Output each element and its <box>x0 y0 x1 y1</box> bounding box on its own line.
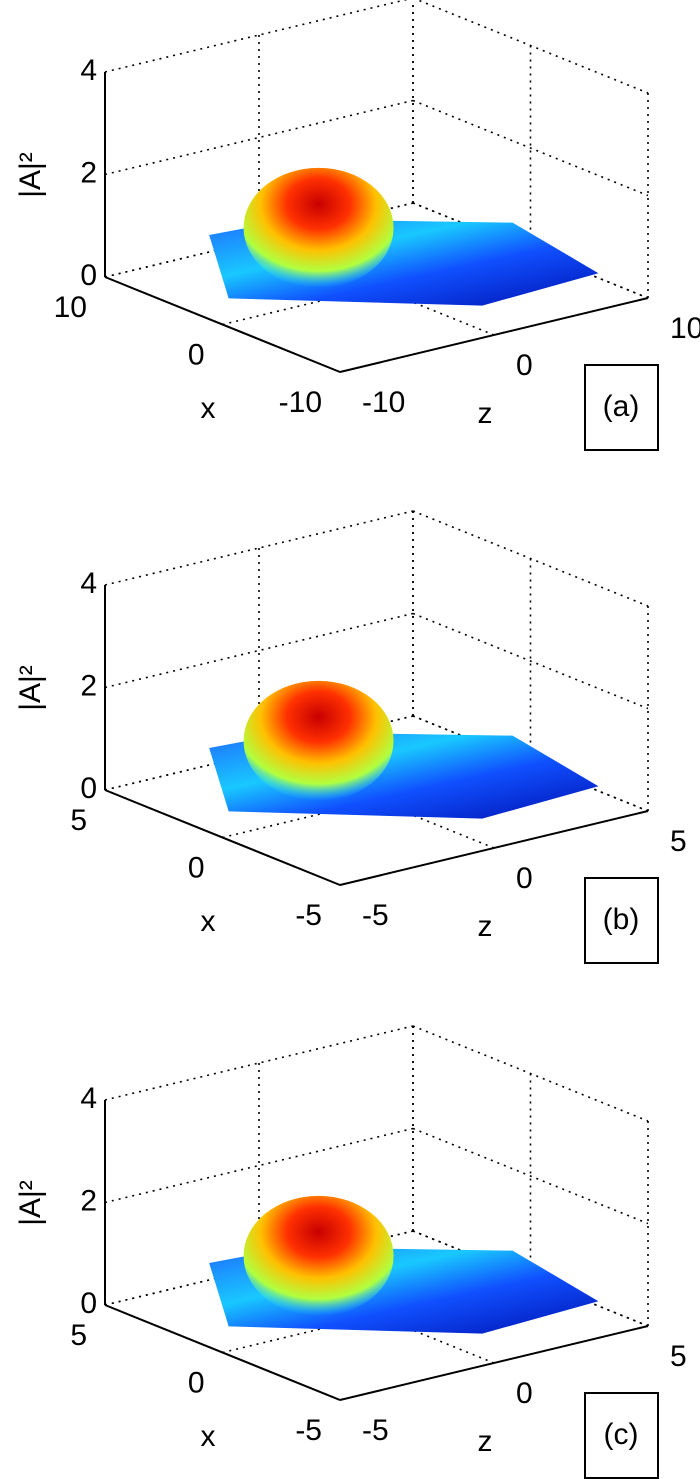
panel-label-box <box>584 877 659 964</box>
panel-label: (c) <box>604 1418 639 1451</box>
surface-peak <box>243 167 394 288</box>
x-axis <box>104 276 341 373</box>
z-axis-label: |A|² <box>14 1180 47 1226</box>
z-tick-label: 0 <box>80 772 97 805</box>
surface-peak <box>243 680 394 801</box>
y-axis-label: z <box>478 1425 493 1458</box>
grid-line <box>104 99 414 176</box>
x-axis <box>104 789 341 886</box>
x-axis-label: x <box>201 905 216 938</box>
panel-label: (a) <box>603 390 640 423</box>
z-tick-label: 4 <box>80 567 97 600</box>
z-tick-label: 0 <box>80 1287 97 1320</box>
grid-line <box>104 612 414 689</box>
grid-line <box>412 612 649 710</box>
grid-line <box>412 1025 649 1122</box>
x-tick-label: -10 <box>279 386 322 419</box>
y-tick-label: 10 <box>670 312 700 345</box>
x-tick-label: 0 <box>188 338 205 371</box>
y-tick-label: 0 <box>516 862 533 895</box>
z-tick-label: 0 <box>80 259 97 292</box>
y-axis <box>339 297 649 373</box>
grid-line <box>412 1127 649 1225</box>
surface-peak <box>243 1195 394 1316</box>
grid-line <box>412 510 649 607</box>
y-axis-label: z <box>478 397 493 430</box>
z-tick-label: 2 <box>80 669 97 702</box>
grid-line <box>104 1127 414 1204</box>
y-tick-label: -5 <box>362 899 389 932</box>
y-tick-label: 5 <box>670 825 687 858</box>
grid-line <box>415 0 649 94</box>
y-tick-label: 5 <box>670 1340 687 1373</box>
z-axis-label: |A|² <box>14 152 47 198</box>
x-axis-label: x <box>201 1420 216 1453</box>
panel-label-box <box>584 1392 659 1479</box>
x-tick-label: -5 <box>295 899 322 932</box>
z-tick-label: 4 <box>80 54 97 87</box>
z-tick-label: 4 <box>80 1082 97 1115</box>
x-tick-label: 10 <box>54 291 87 324</box>
grid-line <box>412 99 649 197</box>
y-tick-label: 0 <box>516 1377 533 1410</box>
y-tick-label: -10 <box>362 386 405 419</box>
x-axis <box>104 1304 341 1401</box>
x-axis-label: x <box>201 392 216 425</box>
y-axis-label: z <box>478 910 493 943</box>
y-tick-label: -5 <box>362 1414 389 1447</box>
y-axis <box>339 810 649 886</box>
z-tick-label: 2 <box>80 1184 97 1217</box>
z-tick-label: 2 <box>80 156 97 189</box>
x-tick-label: -5 <box>295 1414 322 1447</box>
x-tick-label: 5 <box>70 1319 87 1352</box>
x-tick-label: 0 <box>188 1366 205 1399</box>
panel-label-box <box>584 364 659 451</box>
z-axis-label: |A|² <box>14 665 47 711</box>
x-tick-label: 0 <box>188 851 205 884</box>
panel-label: (b) <box>603 903 640 936</box>
y-tick-label: 0 <box>516 349 533 382</box>
x-tick-label: 5 <box>70 804 87 837</box>
y-axis <box>339 1325 649 1401</box>
